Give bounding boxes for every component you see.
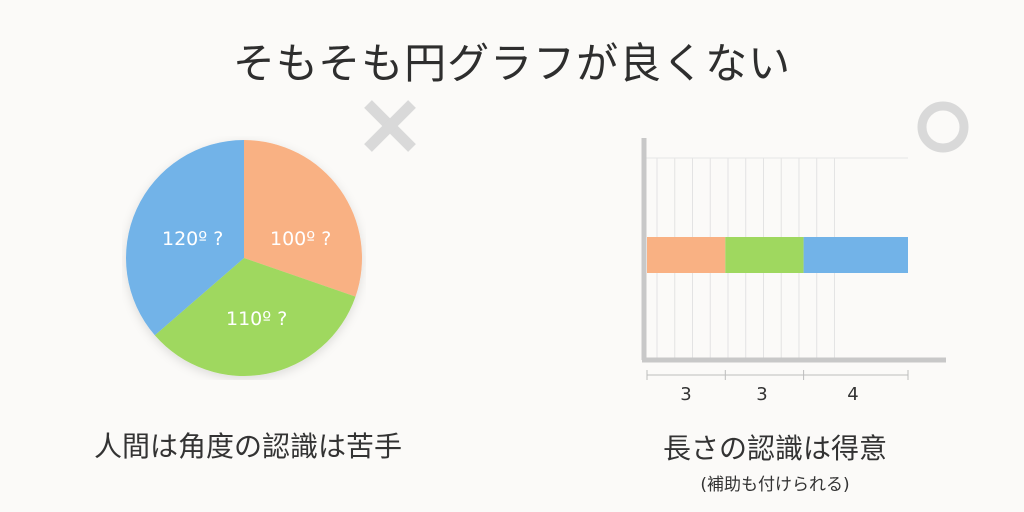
right-caption: 長さの認識は得意 <box>662 432 887 465</box>
circle-mark-icon <box>917 101 969 153</box>
pie-slice-blue <box>126 140 244 336</box>
left-caption: 人間は角度の認識は苦手 <box>93 430 402 463</box>
pie-slice-green <box>154 258 356 376</box>
pie-label-green: 110º ? <box>226 308 288 330</box>
pie-label-blue: 120º ? <box>162 228 224 250</box>
bar-segment-orange <box>647 237 726 273</box>
page-title: そもそも円グラフが良くない <box>232 39 792 88</box>
pie-label-orange: 100º ? <box>270 228 332 250</box>
segment-label-2: 3 <box>756 384 768 405</box>
pie-slice-orange <box>244 140 362 297</box>
bar-segment-green <box>725 237 804 273</box>
bar-segment-blue <box>803 237 908 273</box>
bar-chart-svg <box>641 138 946 380</box>
segment-label-3: 4 <box>847 384 859 405</box>
pie-chart: 100º ? 110º ? 120º ? <box>122 136 366 380</box>
pie-chart-svg <box>126 140 362 376</box>
right-subcaption: (補助も付けられる) <box>700 475 850 495</box>
bar-chart: 3 3 4 <box>630 132 950 405</box>
x-mark-icon <box>364 100 416 152</box>
segment-label-1: 3 <box>680 384 692 405</box>
